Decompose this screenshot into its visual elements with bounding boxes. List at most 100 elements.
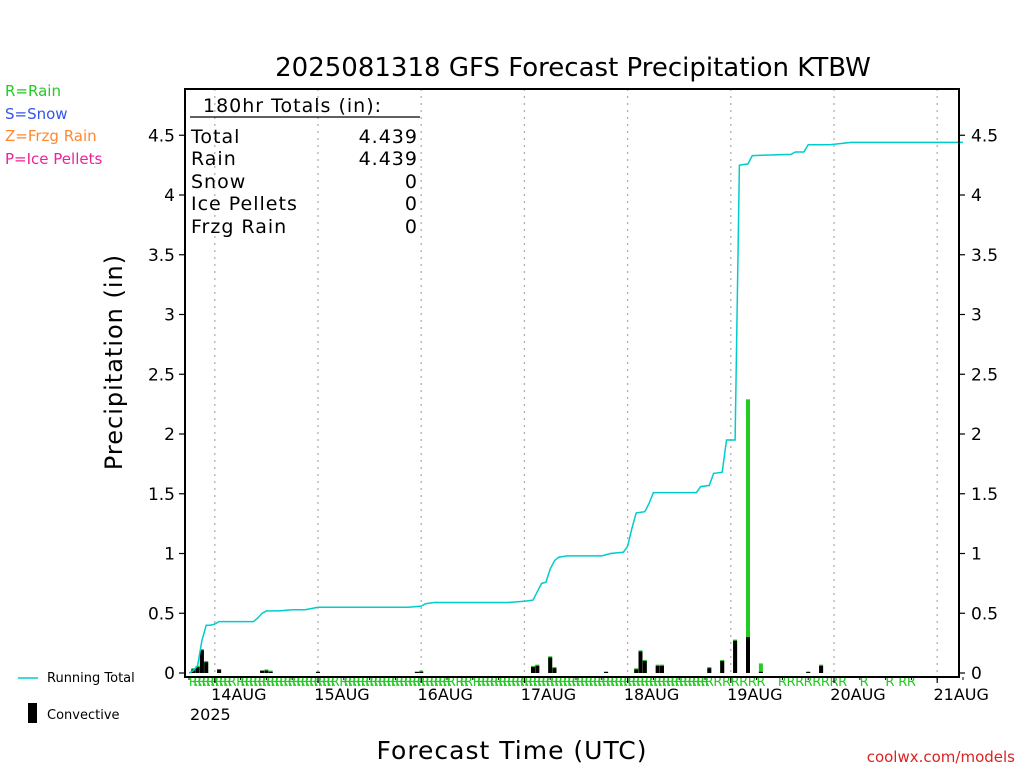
precip-type-mark: R — [447, 675, 456, 690]
precip-type-mark: R — [593, 675, 602, 690]
precip-type-mark: R — [524, 675, 533, 690]
x-tick-label: 20AUG — [830, 685, 885, 704]
precip-type-mark: R — [589, 675, 598, 690]
precip-type-mark: R — [219, 675, 228, 690]
precip-type-mark: R — [657, 675, 666, 690]
precip-type-mark: R — [485, 675, 494, 690]
y-tick-label: 0.5 — [148, 604, 175, 624]
precip-type-mark: R — [821, 675, 830, 690]
precip-type-mark: R — [675, 675, 684, 690]
precip-type-mark: R — [339, 675, 348, 690]
precip-type-legend: R=Rain S=Snow Z=Frzg Rain P=Ice Pellets — [5, 82, 102, 168]
y-tick-label-right: 1 — [971, 545, 982, 565]
chart-title: 2025081318 GFS Forecast Precipitation KT… — [275, 53, 871, 83]
legend-frzg-rain: Z=Frzg Rain — [5, 127, 97, 145]
precip-type-mark: R — [382, 675, 391, 690]
y-tick-label-right: 2 — [971, 425, 982, 445]
precip-type-mark: R — [602, 675, 611, 690]
precip-type-mark: R — [516, 675, 525, 690]
precip-type-mark: R — [778, 675, 787, 690]
precip-type-mark: R — [713, 675, 722, 690]
precip-type-mark: R — [537, 675, 546, 690]
precip-type-mark: R — [395, 675, 404, 690]
year-label: 2025 — [190, 705, 231, 724]
precip-type-mark: R — [559, 675, 568, 690]
totals-value-snow: 0 — [405, 171, 418, 193]
precip-type-mark: R — [189, 675, 198, 690]
precip-type-mark: R — [430, 675, 439, 690]
precip-type-mark: R — [580, 675, 589, 690]
running-total-line — [188, 141, 963, 674]
legend-ice-pellets: P=Ice Pellets — [5, 150, 102, 168]
convective-bar — [419, 671, 424, 673]
y-tick-label-right: 3 — [971, 306, 982, 326]
convective-bar — [660, 665, 664, 673]
precip-type-mark: R — [193, 675, 202, 690]
y-tick-label-right: 0.5 — [971, 604, 998, 624]
convective-bar — [204, 662, 209, 673]
precip-type-mark: R — [322, 675, 331, 690]
precip-type-mark: R — [279, 675, 288, 690]
precip-type-mark: R — [369, 675, 378, 690]
precip-type-mark: R — [498, 675, 507, 690]
y-tick-label-right: 4.5 — [971, 126, 998, 146]
precip-type-mark: R — [688, 675, 697, 690]
y-tick-label: 2.5 — [148, 365, 175, 385]
precip-type-mark: R — [477, 675, 486, 690]
precip-type-mark: R — [554, 675, 563, 690]
precip-type-mark: R — [223, 675, 232, 690]
y-axis-left: 0 0.5 1 1.5 2 2.5 3 3.5 4 4.5 — [148, 126, 185, 684]
precip-type-mark: R — [804, 675, 813, 690]
precip-type-mark: R — [391, 675, 400, 690]
precip-type-mark: R — [245, 675, 254, 690]
precip-type-mark: R — [860, 675, 869, 690]
precip-type-mark: R — [614, 675, 623, 690]
precip-type-mark: R — [662, 675, 671, 690]
precip-type-mark: R — [258, 675, 267, 690]
precip-type-mark: R — [438, 675, 447, 690]
convective-bar — [746, 637, 750, 673]
precip-type-mark: R — [348, 675, 357, 690]
precip-type-mark: R — [262, 675, 271, 690]
convective-bar — [195, 667, 200, 673]
totals-value-ice-pellets: 0 — [405, 193, 418, 215]
convective-bar — [655, 665, 660, 673]
precip-type-mark: R — [756, 675, 765, 690]
precip-type-mark: R — [576, 675, 585, 690]
precip-type-mark: R — [275, 675, 284, 690]
y-tick-label-right: 0 — [971, 664, 982, 684]
precip-type-mark: R — [550, 675, 559, 690]
precip-type-mark: R — [253, 675, 262, 690]
precip-type-mark: R — [795, 675, 804, 690]
precip-type-mark: R — [270, 675, 279, 690]
precip-type-mark: R — [460, 675, 469, 690]
y-tick-label: 3 — [164, 306, 175, 326]
totals-header: 180hr Totals (in): — [203, 95, 382, 117]
precip-type-mark: R — [812, 675, 821, 690]
precip-type-mark: R — [296, 675, 305, 690]
precip-type-mark: R — [473, 675, 482, 690]
precip-type-mark: R — [610, 675, 619, 690]
precip-type-mark: R — [236, 675, 245, 690]
rain-bar — [746, 399, 750, 673]
legend-snow: S=Snow — [5, 105, 68, 123]
convective-bar — [199, 650, 204, 673]
precip-type-mark: R — [563, 675, 572, 690]
precip-type-mark: R — [731, 675, 740, 690]
totals-label-total: Total — [190, 126, 240, 148]
precip-type-mark: R — [571, 675, 580, 690]
convective-bar — [535, 665, 540, 673]
precip-type-mark: R — [361, 675, 370, 690]
precip-type-mark: R — [288, 675, 297, 690]
precip-type-mark: R — [356, 675, 365, 690]
convective-bar — [531, 667, 535, 673]
y-tick-label: 1.5 — [148, 485, 175, 505]
convective-bar — [707, 668, 712, 673]
convective-bar — [634, 669, 639, 673]
precip-type-mark: R — [455, 675, 464, 690]
precip-type-mark: R — [786, 675, 795, 690]
precip-type-mark: R — [305, 675, 314, 690]
convective-bar — [217, 669, 222, 673]
convective-bar — [414, 671, 419, 673]
